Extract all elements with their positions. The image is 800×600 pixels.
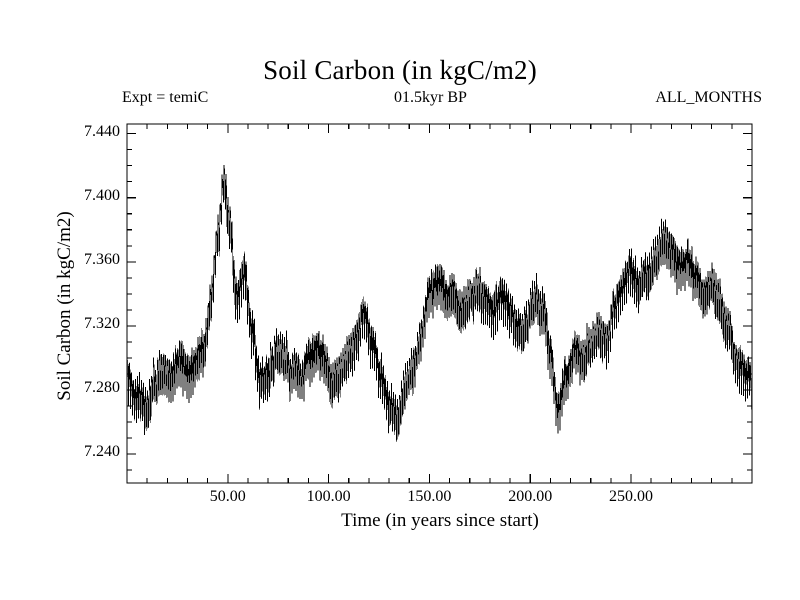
- axis-ticks: [126, 124, 753, 483]
- subtitle-period: 01.5kyr BP: [394, 89, 467, 106]
- y-tick-label: 7.280: [84, 379, 120, 397]
- x-tick-label: 200.00: [508, 488, 553, 505]
- x-tick-label: 150.00: [407, 488, 452, 505]
- x-tick-label: 250.00: [609, 488, 654, 505]
- x-axis-label: Time (in years since start): [341, 510, 539, 531]
- subtitle-experiment: Expt = temiC: [122, 89, 209, 106]
- y-tick-label: 7.400: [84, 186, 120, 204]
- x-tick-label: 50.00: [209, 488, 246, 505]
- subtitle-months: ALL_MONTHS: [655, 89, 762, 106]
- page-title: Soil Carbon (in kgC/m2): [263, 55, 537, 85]
- y-tick-label: 7.440: [84, 122, 120, 140]
- y-tick-label: 7.240: [84, 443, 120, 461]
- y-axis-tick-labels: 7.240 7.280 7.320 7.360 7.400 7.440: [58, 0, 120, 600]
- subtitle-row: Expt = temiC 01.5kyr BP ALL_MONTHS: [122, 89, 762, 111]
- y-tick-label: 7.320: [84, 314, 120, 332]
- y-tick-label: 7.360: [84, 250, 120, 268]
- x-tick-label: 100.00: [306, 488, 351, 505]
- data-series-line: [127, 164, 752, 443]
